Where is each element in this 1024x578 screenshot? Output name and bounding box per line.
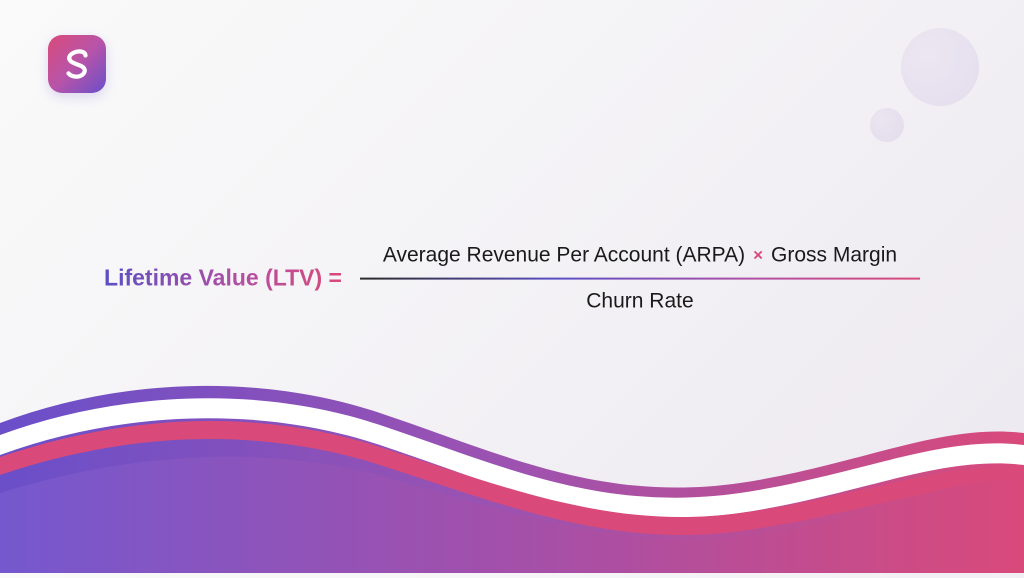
wave-white-stripe xyxy=(0,398,1024,517)
formula-fraction: Average Revenue Per Account (ARPA) × Gro… xyxy=(360,243,920,313)
numerator-gross-margin: Gross Margin xyxy=(771,243,897,267)
decorative-circle-large xyxy=(901,28,979,106)
brand-logo xyxy=(48,35,106,93)
formula-lhs: Lifetime Value (LTV) = xyxy=(104,265,342,292)
ltv-formula: Lifetime Value (LTV) = Average Revenue P… xyxy=(0,243,1024,313)
wave-front xyxy=(0,457,1024,573)
wave-pink-stripe xyxy=(0,421,1024,535)
logo-s-icon xyxy=(60,47,94,81)
multiply-icon: × xyxy=(751,245,765,265)
formula-denominator: Churn Rate xyxy=(586,279,693,313)
decorative-circle-small xyxy=(870,108,904,142)
formula-numerator: Average Revenue Per Account (ARPA) × Gro… xyxy=(375,243,905,277)
numerator-arpa: Average Revenue Per Account (ARPA) xyxy=(383,243,745,267)
wave-back xyxy=(0,386,1024,573)
decorative-waves xyxy=(0,353,1024,573)
